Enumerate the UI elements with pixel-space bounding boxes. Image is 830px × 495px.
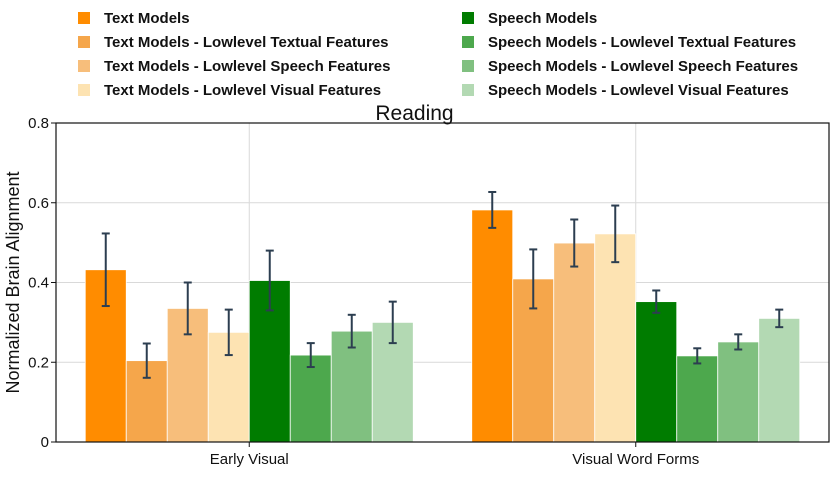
bar [717, 341, 760, 443]
error-bar [388, 300, 397, 345]
bar [676, 355, 719, 443]
legend-item: Speech Models - Lowlevel Visual Features [462, 82, 789, 99]
legend-label: Text Models - Lowlevel Speech Features [104, 58, 390, 75]
error-bar [693, 347, 702, 365]
bar [758, 317, 801, 443]
x-ticks: Early Visual Visual Word Forms [210, 442, 699, 468]
error-bar [570, 218, 579, 268]
legend-swatch [78, 60, 90, 72]
x-tick-label: Early Visual [210, 451, 289, 468]
legend-swatch [78, 36, 90, 48]
legend-item: Speech Models [462, 10, 597, 27]
legend-swatch [462, 60, 474, 72]
legend-swatch [462, 36, 474, 48]
y-tick-label: 0.8 [28, 115, 49, 132]
legend-label: Text Models - Lowlevel Textual Features [104, 34, 389, 51]
legend-swatch [462, 84, 474, 96]
legend-swatch [78, 84, 90, 96]
legend-label: Text Models - Lowlevel Visual Features [104, 82, 381, 99]
bar [371, 321, 414, 443]
chart-title: Reading [375, 102, 453, 125]
error-bar [183, 281, 192, 336]
legend-swatch [462, 12, 474, 24]
bar [289, 354, 332, 443]
error-bar [265, 249, 274, 312]
legend-item: Text Models - Lowlevel Textual Features [78, 34, 389, 51]
bar [635, 301, 678, 443]
legend-item: Text Models [78, 10, 190, 27]
error-bar [101, 232, 110, 308]
y-ticks: 0 0.2 0.4 0.6 0.8 [28, 115, 56, 451]
legend-swatch [78, 12, 90, 24]
legend-item: Text Models - Lowlevel Visual Features [78, 82, 381, 99]
legend-label: Speech Models [488, 10, 597, 27]
bar [553, 242, 596, 443]
error-bar [142, 342, 151, 379]
error-bar [529, 248, 538, 310]
y-tick-label: 0.4 [28, 275, 49, 292]
legend-item: Speech Models - Lowlevel Speech Features [462, 58, 798, 75]
y-axis-label: Normalized Brain Alignment [3, 171, 23, 393]
bars [84, 209, 801, 443]
error-bar [734, 333, 743, 351]
error-bar [347, 313, 356, 349]
x-tick-label: Visual Word Forms [572, 451, 699, 468]
error-bars [101, 190, 784, 379]
y-tick-label: 0 [41, 434, 49, 451]
legend-item: Text Models - Lowlevel Speech Features [78, 58, 390, 75]
y-tick-label: 0.6 [28, 195, 49, 212]
error-bar [775, 308, 784, 329]
bar [594, 233, 637, 443]
legend-label: Speech Models - Lowlevel Speech Features [488, 58, 798, 75]
legend-label: Text Models [104, 10, 190, 27]
legend-label: Speech Models - Lowlevel Visual Features [488, 82, 789, 99]
bar [330, 330, 373, 443]
error-bar [224, 308, 233, 357]
bar [471, 209, 514, 443]
legend-label: Speech Models - Lowlevel Textual Feature… [488, 34, 796, 51]
legend: Text Models Text Models - Lowlevel Textua… [78, 10, 798, 99]
y-tick-label: 0.2 [28, 354, 49, 371]
error-bar [488, 190, 497, 229]
error-bar [652, 289, 661, 314]
error-bar [306, 342, 315, 369]
error-bar [611, 204, 620, 264]
legend-item: Speech Models - Lowlevel Textual Feature… [462, 34, 796, 51]
